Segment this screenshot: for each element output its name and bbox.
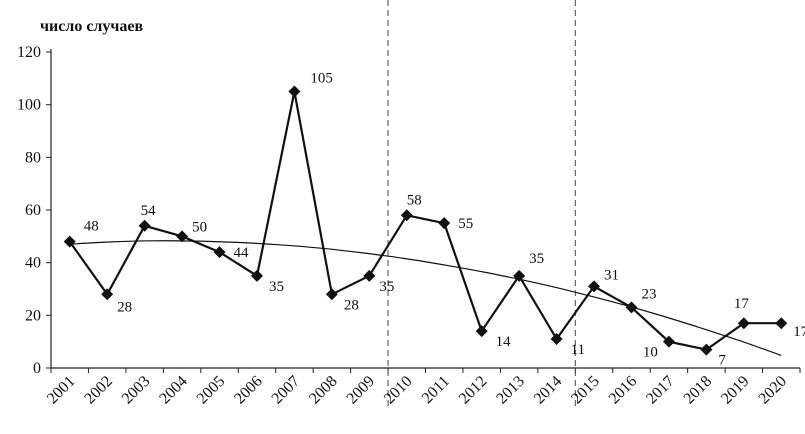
x-tick-label: 2020	[755, 373, 790, 408]
axes	[46, 49, 801, 373]
data-label: 7	[718, 353, 726, 369]
data-point-marker	[101, 288, 114, 301]
data-point-marker	[438, 217, 451, 230]
x-tick-label: 2016	[606, 373, 641, 408]
data-point-marker	[625, 301, 638, 314]
data-label: 17	[793, 324, 805, 340]
x-tick-labels: 2001 2002 2003 2004 2005 2006 2007 2008 2009 2010…	[44, 373, 790, 408]
data-label: 105	[310, 71, 333, 87]
data-label: 35	[529, 251, 544, 267]
x-tick-label: 2018	[681, 373, 716, 408]
x-tick-label: 2013	[493, 373, 528, 408]
x-tick-label: 2006	[231, 373, 266, 408]
x-tick-label: 2010	[381, 373, 416, 408]
data-point-marker	[288, 85, 301, 98]
x-tick-label: 2009	[344, 373, 379, 408]
series-line	[68, 91, 782, 351]
y-tick-label: 60	[25, 202, 41, 219]
x-tick-label: 2012	[456, 373, 491, 408]
data-point-marker	[513, 269, 526, 282]
reference-lines	[387, 0, 576, 408]
data-point-marker	[325, 288, 338, 301]
data-label: 50	[192, 219, 207, 235]
data-label: 23	[641, 286, 656, 302]
data-label: 44	[234, 245, 250, 261]
y-tick-label: 120	[17, 44, 41, 61]
y-tick-label: 0	[33, 360, 41, 377]
x-tick-label: 2005	[194, 373, 229, 408]
data-label: 58	[407, 192, 422, 208]
data-label: 28	[117, 299, 132, 315]
data-point-marker	[63, 235, 76, 248]
data-point-marker	[138, 219, 151, 232]
data-label: 10	[643, 345, 658, 361]
data-point-marker	[775, 317, 788, 330]
data-point-marker	[250, 269, 263, 282]
data-label: 55	[458, 216, 473, 232]
data-point-marker	[400, 209, 413, 222]
data-label: 35	[379, 279, 394, 295]
data-label: 17	[734, 296, 750, 312]
x-tick-label: 2007	[269, 373, 304, 408]
data-labels-group: 48 28 54 50 44 35 105 28 35 58 55 14 35 11 31 23 10 7 17 17	[84, 71, 805, 369]
data-label: 31	[604, 267, 619, 283]
x-tick-label: 2017	[643, 373, 678, 408]
trendline-group	[69, 240, 782, 356]
data-label: 48	[84, 219, 99, 235]
data-point-marker	[550, 333, 563, 346]
series-group	[63, 85, 788, 356]
x-tick-label: 2015	[568, 373, 603, 408]
data-point-marker	[737, 317, 750, 330]
data-point-marker	[475, 325, 488, 338]
x-tick-label: 2019	[718, 373, 753, 408]
data-point-marker	[176, 230, 189, 243]
y-tick-labels: 0 20 40 60 80 100 120	[17, 44, 41, 377]
data-point-marker	[588, 280, 601, 293]
data-point-marker	[700, 343, 713, 356]
y-axis-title: число случаев	[40, 18, 144, 35]
data-point-marker	[363, 269, 376, 282]
data-label: 28	[344, 297, 359, 313]
x-tick-label: 2001	[44, 373, 79, 408]
x-tick-label: 2002	[81, 373, 116, 408]
data-point-marker	[662, 335, 675, 348]
data-label: 35	[269, 279, 284, 295]
x-tick-label: 2004	[156, 373, 191, 408]
y-tick-label: 80	[25, 149, 41, 166]
y-tick-label: 20	[25, 307, 41, 324]
trendline	[69, 240, 782, 356]
data-label: 14	[496, 334, 512, 350]
y-tick-label: 40	[25, 255, 41, 272]
y-tick-label: 100	[17, 97, 41, 114]
data-label: 54	[141, 203, 157, 219]
x-tick-label: 2014	[531, 373, 566, 408]
x-tick-label: 2011	[419, 373, 453, 407]
x-tick-label: 2003	[119, 373, 154, 408]
x-tick-label: 2008	[306, 373, 341, 408]
data-point-marker	[213, 246, 226, 259]
data-label: 11	[571, 342, 585, 358]
